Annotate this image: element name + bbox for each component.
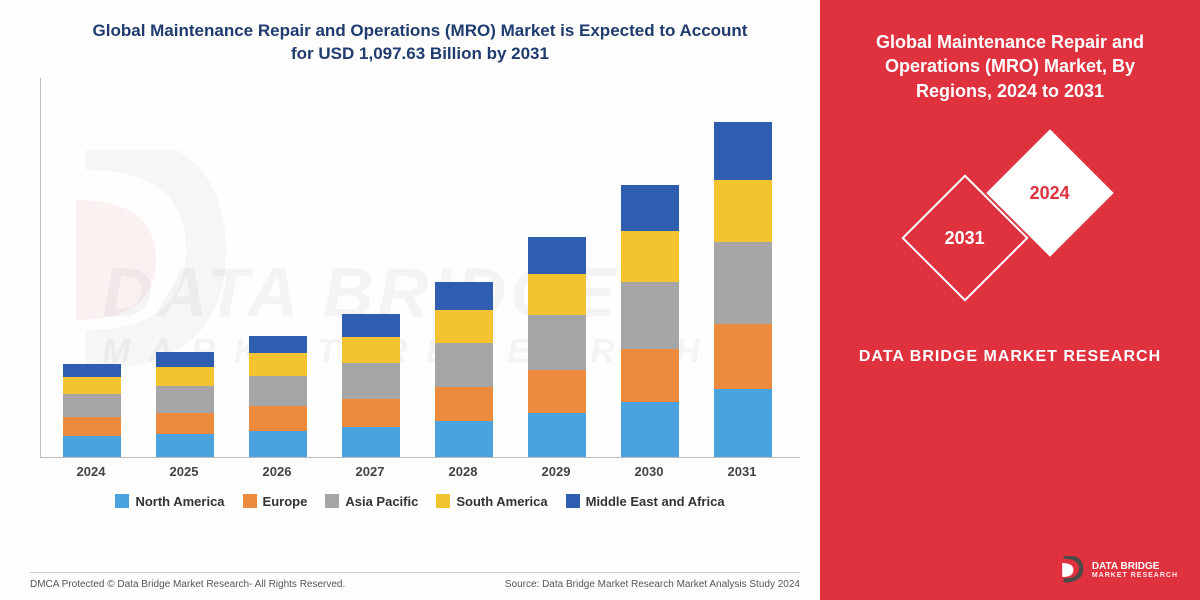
segment-middle-east-and-africa (621, 185, 679, 231)
segment-south-america (249, 353, 307, 375)
legend-item-europe: Europe (243, 494, 308, 509)
legend-label: Asia Pacific (345, 494, 418, 509)
x-label-2029: 2029 (527, 464, 585, 479)
segment-south-america (435, 310, 493, 343)
segment-north-america (342, 427, 400, 457)
brand-logo-text: DATA BRIDGE MARKET RESEARCH (1092, 561, 1178, 580)
chart-title: Global Maintenance Repair and Operations… (30, 20, 810, 78)
segment-south-america (342, 337, 400, 363)
segment-south-america (156, 367, 214, 386)
bar-2029 (528, 237, 586, 457)
segment-europe (156, 413, 214, 434)
bar-2031 (714, 122, 772, 457)
badge-year-end-label: 2031 (945, 227, 985, 248)
segment-europe (63, 417, 121, 436)
x-label-2025: 2025 (155, 464, 213, 479)
segment-europe (342, 399, 400, 428)
bar-2026 (249, 336, 307, 457)
segment-asia-pacific (435, 343, 493, 387)
segment-asia-pacific (714, 242, 772, 324)
legend-swatch (325, 494, 339, 508)
legend-label: Middle East and Africa (586, 494, 725, 509)
segment-south-america (714, 180, 772, 241)
legend-swatch (436, 494, 450, 508)
segment-middle-east-and-africa (156, 352, 214, 367)
segment-asia-pacific (63, 394, 121, 417)
segment-asia-pacific (342, 363, 400, 399)
legend-item-middle-east-and-africa: Middle East and Africa (566, 494, 725, 509)
x-axis-labels: 2024 2025 2026 2027 2028 2029 2030 2031 (40, 458, 800, 480)
segment-asia-pacific (528, 315, 586, 370)
segment-europe (621, 349, 679, 402)
segment-europe (528, 370, 586, 412)
segment-south-america (621, 231, 679, 282)
x-label-2030: 2030 (620, 464, 678, 479)
segment-middle-east-and-africa (714, 122, 772, 180)
right-info-panel: Global Maintenance Repair and Operations… (820, 0, 1200, 600)
footer-source: Source: Data Bridge Market Research Mark… (505, 579, 800, 590)
segment-north-america (249, 431, 307, 457)
legend-label: South America (456, 494, 547, 509)
segment-europe (714, 324, 772, 389)
brand-name: DATA BRIDGE MARKET RESEARCH (859, 348, 1161, 366)
x-label-2028: 2028 (434, 464, 492, 479)
segment-south-america (63, 377, 121, 394)
brand-logo: DATA BRIDGE MARKET RESEARCH (1058, 556, 1178, 584)
legend-swatch (566, 494, 580, 508)
legend-label: North America (135, 494, 224, 509)
segment-europe (435, 387, 493, 421)
footer: DMCA Protected © Data Bridge Market Rese… (30, 572, 800, 590)
segment-north-america (621, 402, 679, 457)
segment-middle-east-and-africa (342, 314, 400, 336)
bar-2025 (156, 352, 214, 456)
segment-europe (249, 406, 307, 430)
x-label-2026: 2026 (248, 464, 306, 479)
stacked-bar-chart (40, 78, 800, 458)
bar-2028 (435, 282, 493, 457)
right-panel-title: Global Maintenance Repair and Operations… (850, 30, 1170, 103)
segment-north-america (435, 421, 493, 457)
chart-legend: North America Europe Asia Pacific South Ame… (40, 494, 800, 509)
segment-asia-pacific (249, 376, 307, 407)
segment-north-america (528, 413, 586, 457)
segment-middle-east-and-africa (249, 336, 307, 354)
left-chart-panel: DATA BRIDGE MARKET RESEARCH Global Maint… (0, 0, 820, 600)
segment-north-america (63, 436, 121, 457)
segment-south-america (528, 274, 586, 315)
legend-label: Europe (263, 494, 308, 509)
legend-item-asia-pacific: Asia Pacific (325, 494, 418, 509)
legend-swatch (115, 494, 129, 508)
x-label-2031: 2031 (713, 464, 771, 479)
segment-middle-east-and-africa (435, 282, 493, 311)
x-label-2024: 2024 (62, 464, 120, 479)
segment-middle-east-and-africa (528, 237, 586, 274)
segment-north-america (156, 434, 214, 457)
legend-swatch (243, 494, 257, 508)
year-badges: 2031 2024 (890, 138, 1130, 318)
segment-asia-pacific (156, 386, 214, 412)
segment-middle-east-and-africa (63, 364, 121, 377)
footer-copyright: DMCA Protected © Data Bridge Market Rese… (30, 579, 345, 590)
legend-item-north-america: North America (115, 494, 224, 509)
segment-asia-pacific (621, 282, 679, 350)
x-label-2027: 2027 (341, 464, 399, 479)
bar-2027 (342, 314, 400, 456)
bar-2030 (621, 185, 679, 457)
legend-item-south-america: South America (436, 494, 547, 509)
brand-logo-icon (1058, 556, 1086, 584)
bar-2024 (63, 364, 121, 457)
badge-year-start-label: 2024 (1030, 182, 1070, 203)
segment-north-america (714, 389, 772, 457)
